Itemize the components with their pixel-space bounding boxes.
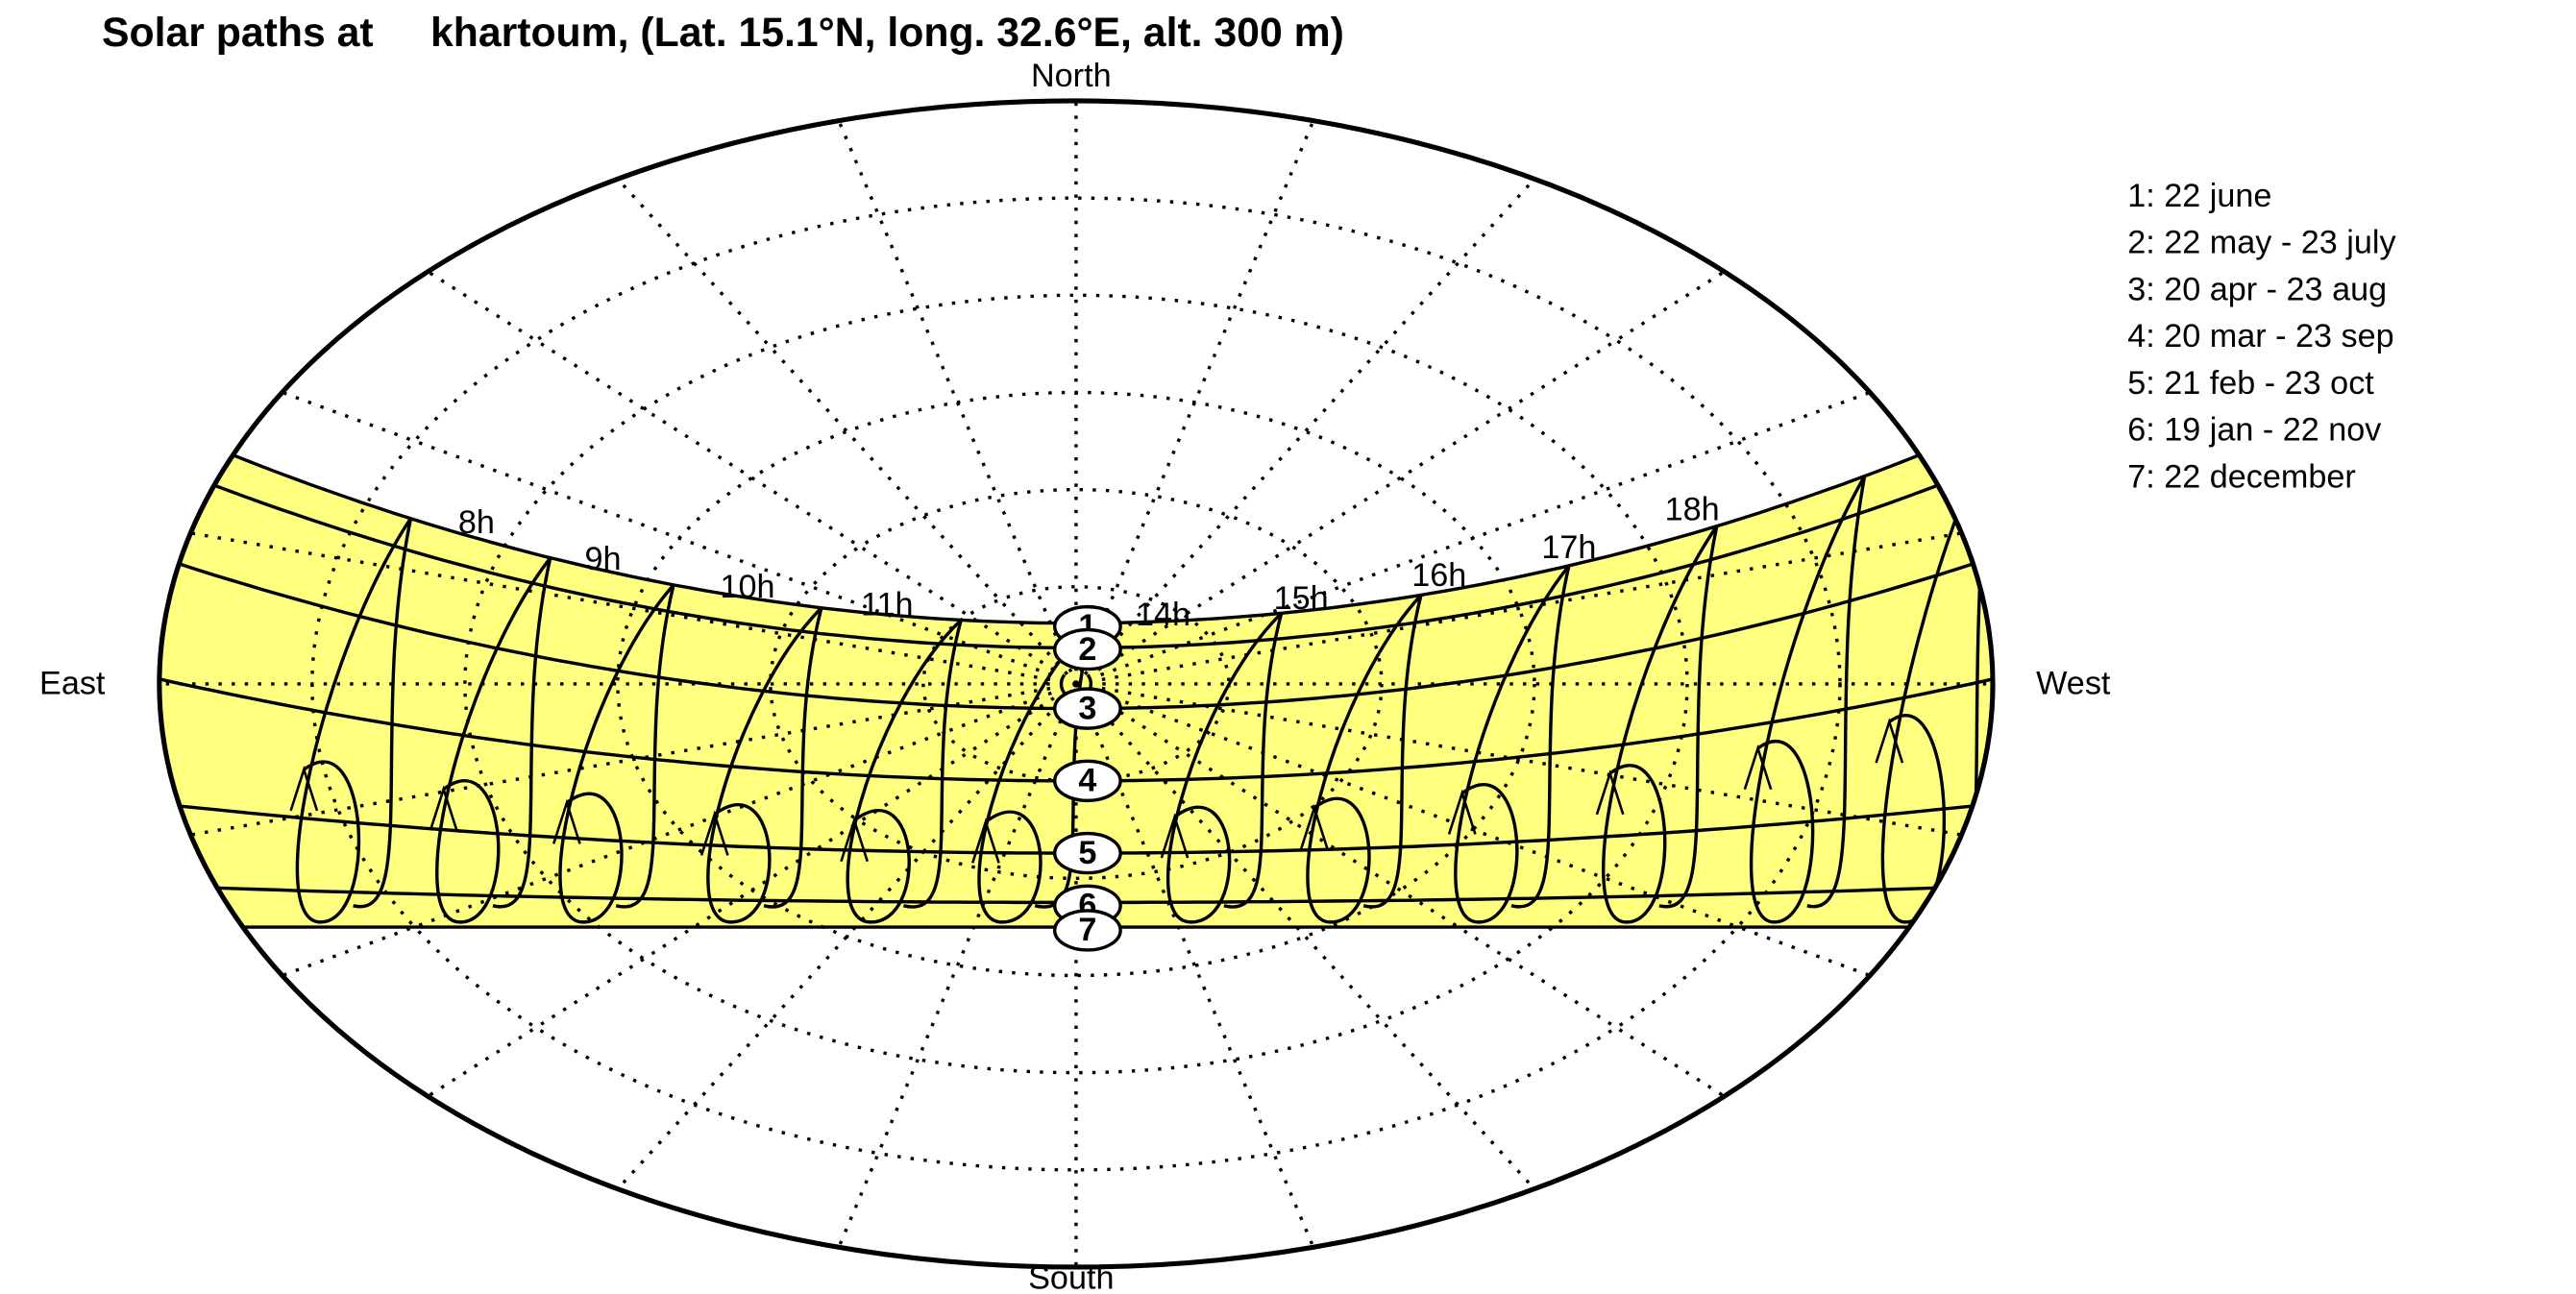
date-marker-label: 2: [1078, 631, 1096, 668]
azimuth-line: [616, 682, 1078, 1190]
azimuth-line: [282, 390, 1077, 686]
date-marker-label: 4: [1078, 763, 1096, 799]
hour-tick: [1299, 803, 1329, 850]
hour-tick: [289, 765, 319, 812]
hour-tick: [840, 816, 870, 863]
hour-tick: [1447, 789, 1477, 835]
hour-label: 11h: [861, 587, 914, 623]
south-label: South: [1028, 1260, 1114, 1294]
date-marker-label: 3: [1078, 690, 1096, 726]
azimuth-line: [1075, 682, 1726, 1098]
azimuth-line: [190, 682, 1077, 837]
azimuth-line: [616, 178, 1078, 686]
azimuth-line: [1075, 682, 1962, 837]
azimuth-line: [1075, 531, 1962, 686]
azimuth-line: [1075, 390, 1871, 686]
horizon: [157, 98, 1996, 1270]
hour-loop: [1602, 525, 1719, 924]
hour-loop: [1454, 564, 1571, 924]
hour-label: 10h: [720, 569, 774, 605]
hour-label: 8h: [458, 504, 495, 541]
hour-tick: [1595, 769, 1625, 816]
azimuth-line: [1075, 270, 1726, 686]
azimuth-line: [1074, 682, 1536, 1190]
altitude-circle: [463, 293, 1689, 1075]
hour-label: 15h: [1274, 580, 1329, 617]
north-label: North: [1031, 58, 1112, 94]
sun-zone: [159, 419, 1994, 928]
sun-zone-fill: [159, 419, 1994, 928]
date-marker: [1052, 627, 1122, 671]
west-label: West: [2036, 666, 2111, 702]
hour-label: 9h: [584, 541, 621, 577]
legend-entry: 3: 20 apr - 23 aug: [2127, 271, 2387, 307]
hour-tick: [1875, 718, 1904, 764]
hour-loop: [295, 517, 413, 924]
hour-loop: [1165, 612, 1284, 924]
hour-tick: [1160, 813, 1190, 859]
hour-label: 18h: [1665, 491, 1720, 527]
hour-tick: [970, 818, 1000, 864]
legend-entry: 7: 22 december: [2127, 458, 2356, 495]
hour-tick: [1743, 744, 1773, 791]
hour-loop: [706, 606, 823, 924]
date-marker: [1052, 687, 1122, 730]
legend-entry: 1: 22 june: [2127, 178, 2271, 214]
legend-entry: 6: 19 jan - 22 nov: [2127, 412, 2381, 449]
title: Solar paths at khartoum, (Lat. 15.1°N, l…: [102, 10, 1344, 56]
date-marker-label: 7: [1078, 912, 1096, 948]
azimuth-line: [190, 531, 1077, 686]
legend-entry: 4: 20 mar - 23 sep: [2127, 318, 2393, 354]
date-marker: [1052, 909, 1122, 952]
azimuth-line: [427, 270, 1077, 686]
date-marker: [1052, 831, 1122, 875]
hour-loop: [435, 556, 552, 924]
hour-tick: [699, 810, 729, 856]
hour-loop: [558, 583, 675, 924]
legend-entry: 2: 22 may - 23 july: [2127, 225, 2396, 261]
hour-label: 16h: [1411, 557, 1466, 594]
hour-tick: [552, 798, 581, 844]
hour-loop: [1749, 475, 1867, 924]
hour-tick: [429, 785, 458, 831]
azimuth-line: [1074, 178, 1536, 686]
east-label: East: [39, 666, 106, 702]
legend-entry: 5: 21 feb - 23 oct: [2127, 365, 2374, 402]
hour-label: 17h: [1541, 529, 1596, 566]
hour-loop: [1306, 594, 1423, 924]
hour-loop: [846, 619, 963, 924]
hour-label: 14h: [1136, 597, 1190, 633]
azimuth-line: [282, 682, 1077, 978]
azimuth-line: [427, 682, 1077, 1098]
date-marker-label: 5: [1078, 835, 1096, 871]
date-marker: [1052, 759, 1122, 803]
